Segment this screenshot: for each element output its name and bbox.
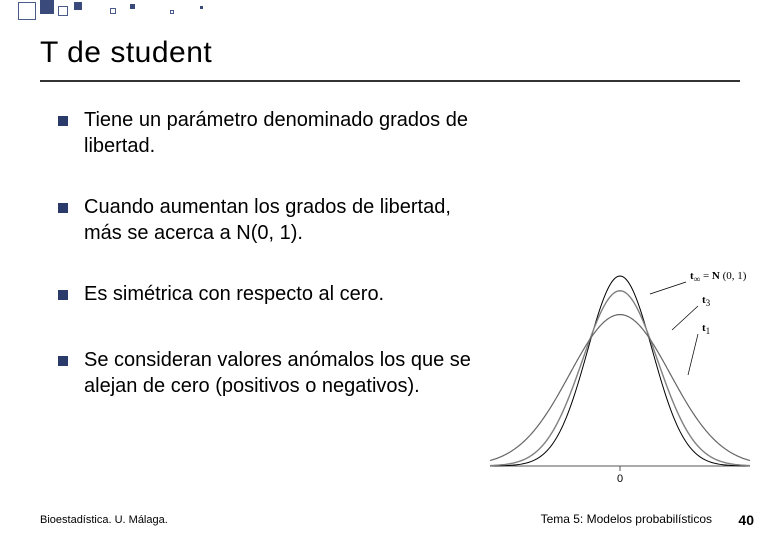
list-item: Se consideran valores anómalos los que s… (58, 348, 478, 399)
list-item: Es simétrica con respecto al cero. (58, 282, 478, 308)
title-rule (40, 80, 740, 82)
slide-title: T de student (40, 36, 212, 70)
bullet-text: Tiene un parámetro denominado grados de … (84, 108, 478, 159)
footer-source: Bioestadística. U. Málaga. (40, 514, 168, 526)
bullet-text: Cuando aumentan los grados de libertad, … (84, 195, 478, 246)
page-number: 40 (738, 512, 754, 528)
footer-chapter: Tema 5: Modelos probabilísticos (541, 512, 712, 526)
t-distribution-chart: 0t∞ = N (0, 1)t3t1 (480, 260, 760, 490)
corner-decoration (0, 0, 300, 34)
square-bullet-icon (58, 290, 68, 300)
bullet-list: Tiene un parámetro denominado grados de … (58, 108, 478, 435)
list-item: Tiene un parámetro denominado grados de … (58, 108, 478, 159)
svg-text:0: 0 (617, 473, 623, 485)
square-bullet-icon (58, 356, 68, 366)
bullet-text: Es simétrica con respecto al cero. (84, 282, 384, 308)
bullet-text: Se consideran valores anómalos los que s… (84, 348, 478, 399)
square-bullet-icon (58, 116, 68, 126)
square-bullet-icon (58, 203, 68, 213)
list-item: Cuando aumentan los grados de libertad, … (58, 195, 478, 246)
